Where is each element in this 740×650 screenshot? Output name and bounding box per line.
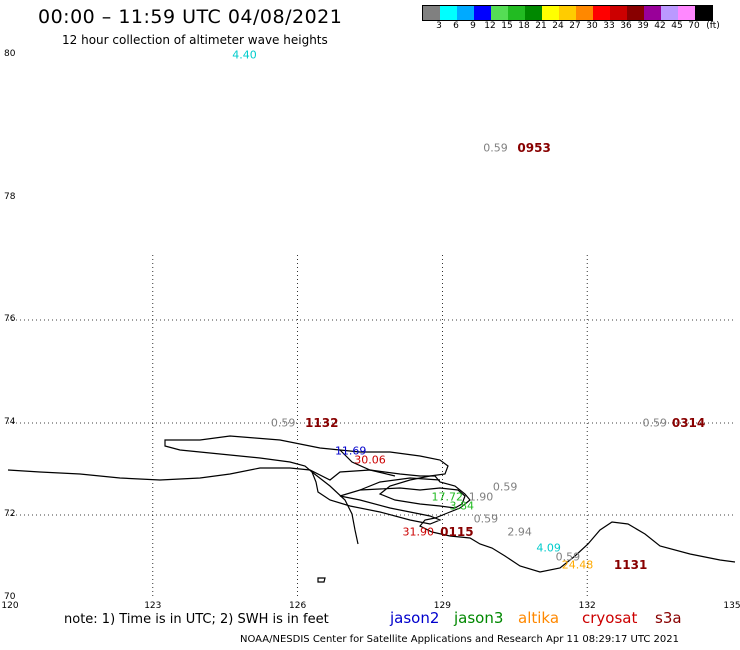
- map-subtitle: 12 hour collection of altimeter wave hei…: [62, 33, 328, 47]
- color-scale-label: 15: [501, 21, 513, 31]
- color-scale-label: 21: [535, 21, 547, 31]
- color-swatch: [423, 6, 440, 20]
- pass-time-label: 0314: [671, 416, 706, 430]
- longitude-label: 123: [144, 601, 162, 611]
- map-title: 00:00 – 11:59 UTC 04/08/2021: [38, 6, 343, 28]
- color-swatch: [627, 6, 644, 20]
- wave-height-label: 17.72: [431, 490, 463, 504]
- color-scale-label: 36: [620, 21, 632, 31]
- wave-height-label: 0.59: [483, 141, 508, 155]
- color-swatch: [695, 6, 712, 20]
- longitude-label: 132: [578, 601, 596, 611]
- credit-line: NOAA/NESDIS Center for Satellite Applica…: [240, 634, 679, 645]
- color-scale-label: 33: [603, 21, 615, 31]
- latitude-label: 70: [4, 592, 16, 602]
- wave-height-label: 1.90: [468, 490, 494, 504]
- color-swatch: [576, 6, 593, 20]
- wave-height-label: 31.90: [402, 525, 435, 539]
- color-scale-label: 18: [518, 21, 530, 31]
- color-swatch: [474, 6, 491, 20]
- color-scale-label: 9: [470, 21, 476, 31]
- color-scale-label: 39: [637, 21, 649, 31]
- legend-jason3: jason3: [454, 609, 504, 627]
- color-swatch: [542, 6, 559, 20]
- latitude-label: 72: [4, 509, 16, 519]
- latitude-label: 76: [4, 314, 16, 324]
- legend-jason2: jason2: [390, 609, 440, 627]
- color-scale-label: 30: [586, 21, 598, 31]
- legend-cryosat: cryosat: [582, 609, 638, 627]
- color-scale-labels: 3 6 9 12 15 18 21 24 27 30 33 36 39 42 45 70 (ft): [422, 21, 740, 33]
- delta-channel-2: [339, 449, 396, 477]
- color-swatch: [661, 6, 678, 20]
- graticule-grid: [8, 255, 736, 598]
- wave-height-label: 0.59: [270, 416, 296, 430]
- wave-height-label: 11.69: [334, 444, 367, 458]
- wave-height-label: 0.59: [555, 550, 581, 563]
- wave-height-label: 30.06: [354, 453, 386, 467]
- color-swatch: [491, 6, 508, 20]
- pass-time-label: 0953: [517, 140, 551, 155]
- color-scale-label: (ft): [706, 21, 720, 31]
- wave-height-label: 0.59: [642, 416, 668, 430]
- color-swatch: [610, 6, 627, 20]
- color-scale-label: 45: [671, 21, 683, 31]
- color-scale-label: 3: [436, 21, 442, 31]
- color-swatch: [508, 6, 525, 20]
- latitude-label: 78: [4, 192, 16, 202]
- latitude-label: 74: [4, 417, 16, 427]
- longitude-label: 120: [1, 601, 19, 611]
- lena-delta: [164, 435, 466, 525]
- longitude-label: 129: [433, 601, 451, 611]
- color-scale-bar: [422, 5, 713, 21]
- color-scale-label: 24: [552, 21, 564, 31]
- color-swatch: [525, 6, 542, 20]
- wave-height-label: 3.84: [449, 499, 474, 513]
- siberian-coastline: [7, 467, 736, 573]
- color-scale-label: 70: [688, 21, 700, 31]
- wave-height-label: 0.59: [492, 480, 518, 494]
- color-swatch: [440, 6, 457, 20]
- wave-height-label: 4.09: [536, 541, 561, 555]
- color-swatch: [644, 6, 661, 20]
- legend-s3a: s3a: [655, 609, 682, 627]
- pass-time-label: 0115: [440, 524, 474, 539]
- coastline: [7, 435, 736, 583]
- pass-time-label: 1131: [613, 557, 648, 572]
- delta-channel-1: [311, 471, 359, 545]
- wave-height-label: 4.40: [232, 48, 257, 62]
- wave-height-label: 0.59: [473, 512, 499, 526]
- longitude-label: 126: [289, 601, 307, 611]
- longitude-label: 135: [723, 601, 740, 611]
- small-island: [317, 577, 326, 583]
- color-scale-label: 12: [484, 21, 496, 31]
- legend-altika: altika: [518, 609, 560, 627]
- wave-height-label: 2.94: [507, 525, 532, 539]
- color-swatch: [559, 6, 576, 20]
- footnote: note: 1) Time is in UTC; 2) SWH is in fe…: [64, 612, 329, 627]
- pass-time-label: 1132: [305, 416, 339, 430]
- color-scale-label: 27: [569, 21, 581, 31]
- color-scale-label: 42: [654, 21, 666, 31]
- color-scale-label: 6: [453, 21, 459, 31]
- color-swatch: [593, 6, 610, 20]
- color-swatch: [678, 6, 695, 20]
- wave-height-label: 24.48: [561, 558, 594, 572]
- latitude-label: 80: [4, 49, 16, 59]
- delta-channel-3: [359, 477, 441, 491]
- color-swatch: [457, 6, 474, 20]
